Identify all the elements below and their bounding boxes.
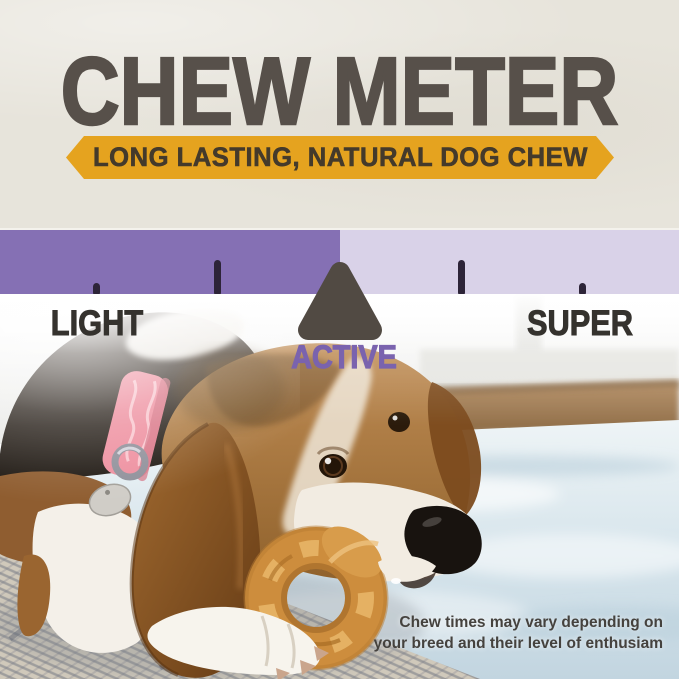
disclaimer-line-2: your breed and their level of enthusiam — [373, 634, 663, 652]
dog-front-leg — [17, 554, 51, 637]
meter-unfilled-segment — [340, 230, 679, 296]
meter-pointer-triangle-icon — [298, 262, 382, 340]
disclaimer-text: Chew times may vary depending on your br… — [374, 613, 663, 655]
upper-lip — [378, 555, 436, 582]
dog-chest — [32, 503, 163, 653]
page-title: CHEW METER — [60, 38, 620, 145]
meter-tick-super — [579, 283, 586, 296]
chew-meter-bar — [0, 228, 679, 296]
dog-eye-left — [316, 446, 350, 478]
meter-filled-segment — [0, 230, 340, 296]
dog-mouth — [397, 572, 436, 589]
banner-label: LONG LASTING, NATURAL DOG CHEW — [92, 142, 588, 172]
photo-fade-left — [0, 294, 300, 504]
meter-tick-4 — [458, 260, 465, 296]
meter-label-active: ACTIVE — [291, 339, 398, 375]
meter-label-light: LIGHT — [50, 304, 144, 343]
dog-paw — [147, 606, 329, 679]
meter-label-super: SUPER — [526, 304, 634, 343]
meter-tick-2 — [214, 260, 221, 296]
banner-ribbon: LONG LASTING, NATURAL DOG CHEW — [66, 136, 614, 179]
header-section: CHEW METER LONG LASTING, NATURAL DOG CHE… — [0, 0, 679, 228]
nose-highlight — [422, 517, 442, 527]
meter-tick-light — [93, 283, 100, 296]
tooth — [391, 578, 401, 584]
disclaimer-line-1: Chew times may vary depending on — [399, 614, 663, 631]
